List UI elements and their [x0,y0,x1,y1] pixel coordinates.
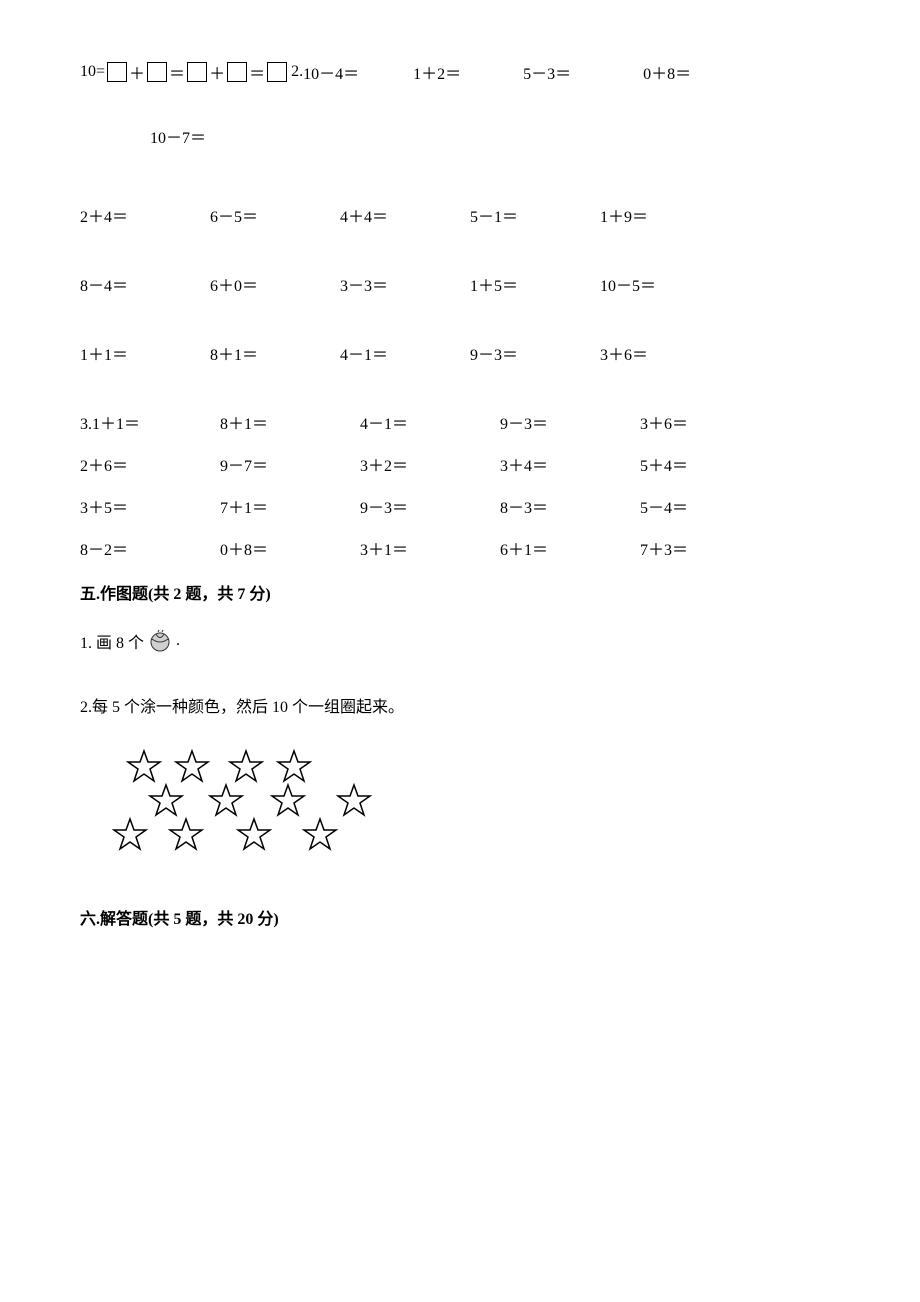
blank-box [187,62,207,82]
equation-cell: 5＋4＝ [640,452,780,476]
indented-equation: 10－7＝ [150,124,840,148]
blank-box [107,62,127,82]
eq2-label: 2. [291,63,303,81]
equation-cell: 8－4＝ [80,272,210,296]
equation-cell: 3＋5＝ [80,494,220,518]
equation-cell: 5－3＝ [523,60,643,84]
question-2: 2.每 5 个涂一种颜色，然后 10 个一组圈起来。 [80,693,840,717]
stars-group [110,747,840,855]
equation-cell: 3.1＋1＝ [80,410,220,434]
ball-icon [148,629,172,653]
equation-cell: 1＋5＝ [470,272,600,296]
star-row [110,815,840,855]
equation-row: 2＋6＝ 9－7＝ 3＋2＝ 3＋4＝ 5＋4＝ [80,452,840,476]
star-icon [334,781,374,821]
equation-cell: 1＋2＝ [413,60,523,84]
equation-cell: 2＋6＝ [80,452,220,476]
equation-cell: 1＋1＝ [80,341,210,365]
section-5-title: 五.作图题(共 2 题，共 7 分) [80,580,840,604]
plus-sign: ＋ [129,60,145,84]
star-icon [110,815,150,855]
equation-cell: 3－3＝ [340,272,470,296]
equation-cell: 6＋1＝ [500,536,640,560]
equation-cell: 6－5＝ [210,203,340,227]
equation-cell: 4－1＝ [340,341,470,365]
equation-cell: 3＋2＝ [360,452,500,476]
blank-box [227,62,247,82]
equation-cell: 3＋4＝ [500,452,640,476]
star-icon [166,815,206,855]
equation-cell: 8－2＝ [80,536,220,560]
equation-cell: 7＋1＝ [220,494,360,518]
equation-cell: 0＋8＝ [220,536,360,560]
equation-cell: 8＋1＝ [220,410,360,434]
equation-block-1: 2＋4＝ 6－5＝ 4＋4＝ 5－1＝ 1＋9＝ 8－4＝ 6＋0＝ 3－3＝ … [80,203,840,365]
equation-cell: 9－3＝ [360,494,500,518]
star-icon [234,815,274,855]
equals-sign: ＝ [249,60,265,84]
equation-cell: 2＋4＝ [80,203,210,227]
equation-cell: 1＋9＝ [600,203,730,227]
equation-cell: 9－3＝ [500,410,640,434]
equation-cell: 8＋1＝ [210,341,340,365]
equation-cell: 6＋0＝ [210,272,340,296]
q1-prefix: 1. 画 8 个 [80,629,144,653]
equation-cell: 0＋8＝ [643,60,733,84]
equation-row: 2＋4＝ 6－5＝ 4＋4＝ 5－1＝ 1＋9＝ [80,203,840,227]
equation-cell: 3＋6＝ [640,410,780,434]
equation-cell: 5－4＝ [640,494,780,518]
blank-box [147,62,167,82]
block2-label: 3. [80,416,92,433]
equation-cell: 4＋4＝ [340,203,470,227]
equation-cell: 7＋3＝ [640,536,780,560]
equation-cell: 8－3＝ [500,494,640,518]
equation-row: 1＋1＝ 8＋1＝ 4－1＝ 9－3＝ 3＋6＝ [80,341,840,365]
equation-cell: 9－3＝ [470,341,600,365]
equation-cell: 10－5＝ [600,272,730,296]
equation-row: 8－2＝ 0＋8＝ 3＋1＝ 6＋1＝ 7＋3＝ [80,536,840,560]
equation-block-2: 3.1＋1＝ 8＋1＝ 4－1＝ 9－3＝ 3＋6＝ 2＋6＝ 9－7＝ 3＋2… [80,410,840,560]
plus-sign: ＋ [209,60,225,84]
equation-row: 3＋5＝ 7＋1＝ 9－3＝ 8－3＝ 5－4＝ [80,494,840,518]
eq-prefix: 10= [80,63,105,81]
equation-row: 8－4＝ 6＋0＝ 3－3＝ 1＋5＝ 10－5＝ [80,272,840,296]
equals-sign: ＝ [169,60,185,84]
question-1: 1. 画 8 个 . [80,629,840,653]
equation-cell: 5－1＝ [470,203,600,227]
blank-box [267,62,287,82]
equation-cell: 3＋1＝ [360,536,500,560]
top-equation-line: 10= ＋ ＝ ＋ ＝ 2. 10－4＝ 1＋2＝ 5－3＝ 0＋8＝ [80,60,840,84]
equation-cell: 3＋6＝ [600,341,730,365]
star-icon [300,815,340,855]
equation-cell: 4－1＝ [360,410,500,434]
q1-suffix: . [176,632,180,650]
equation-row: 3.1＋1＝ 8＋1＝ 4－1＝ 9－3＝ 3＋6＝ [80,410,840,434]
section-6-title: 六.解答题(共 5 题，共 20 分) [80,905,840,929]
equation-cell: 10－4＝ [303,60,413,84]
equation-cell: 9－7＝ [220,452,360,476]
